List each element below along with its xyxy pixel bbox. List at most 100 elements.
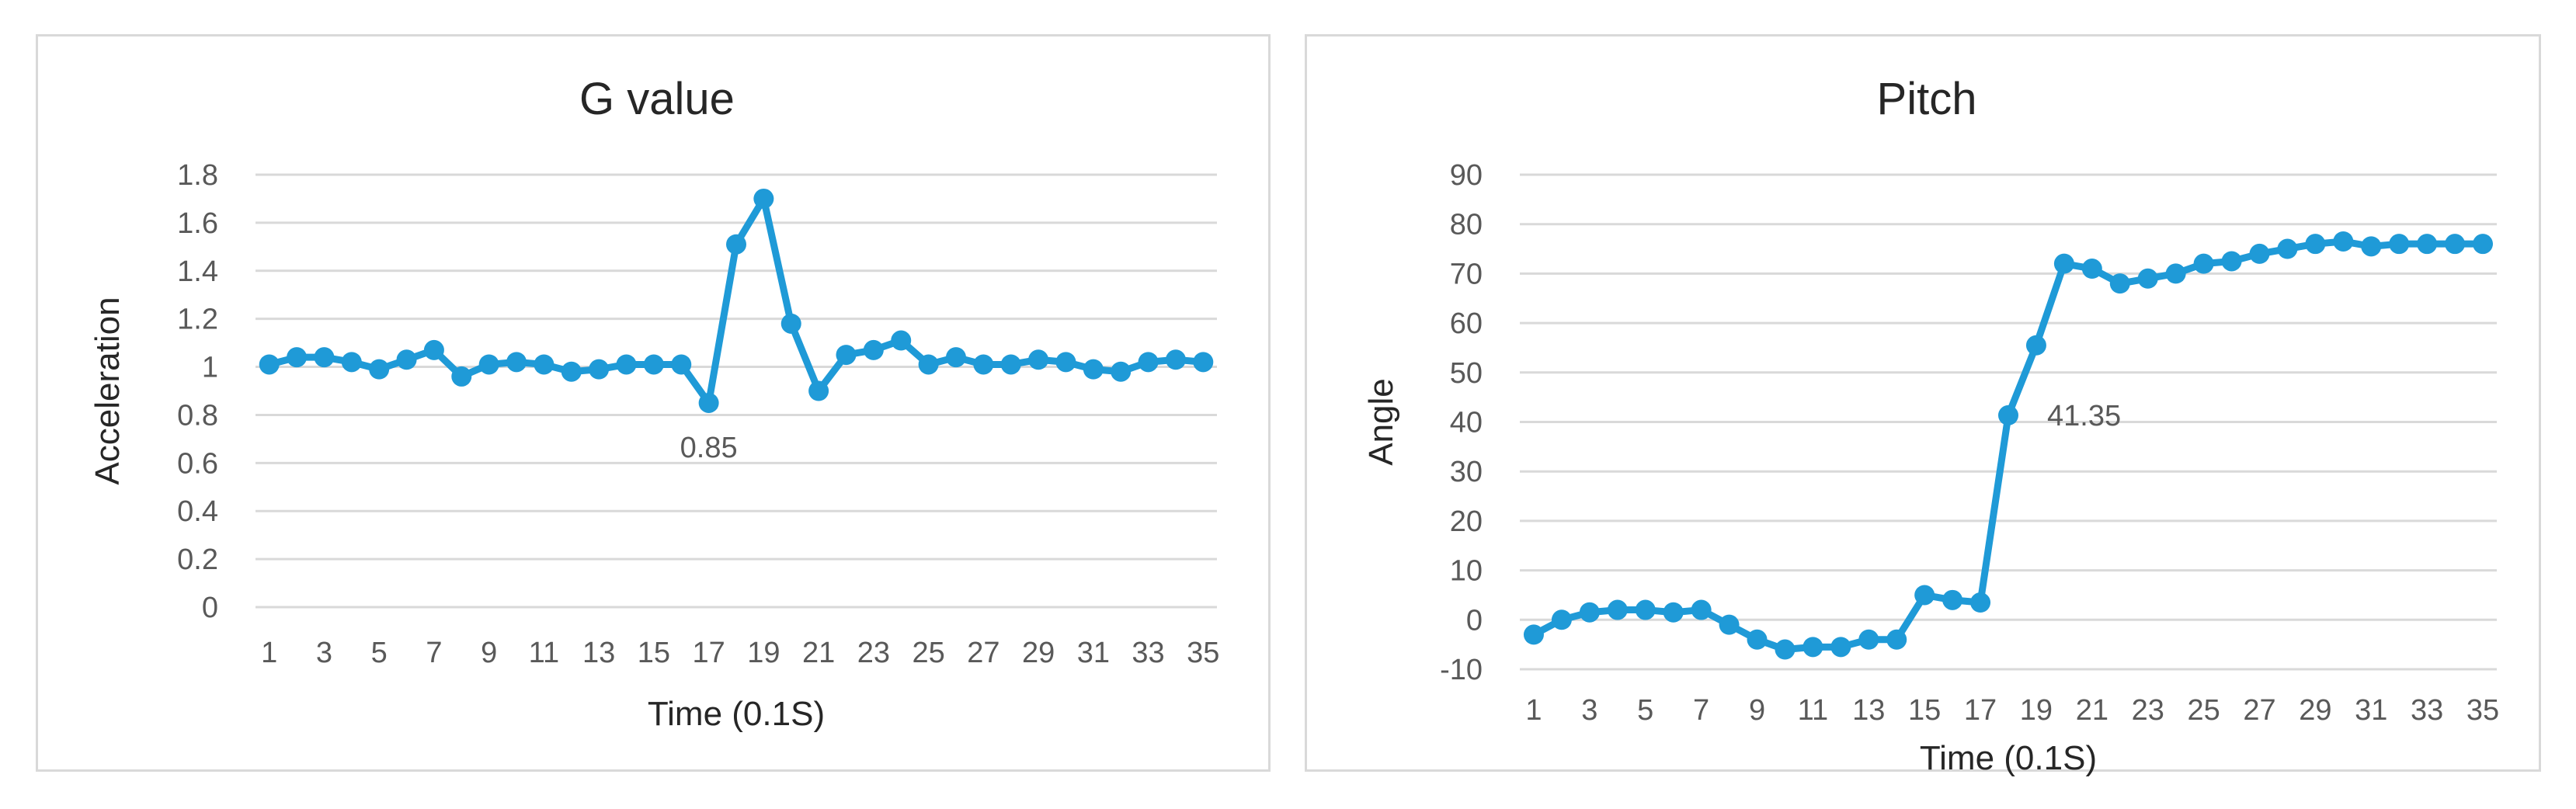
x-tick-label: 29 [2299,694,2331,727]
data-point [2249,243,2270,264]
x-tick-label: 31 [2355,694,2387,727]
x-tick-label: 17 [1964,694,1997,727]
data-point [1635,599,1656,620]
data-point [369,359,390,380]
x-tick-label: 3 [316,637,332,669]
x-tick-label: 21 [2076,694,2108,727]
data-point [643,354,664,375]
data-point [780,313,801,334]
data-label: 0.85 [680,432,738,464]
x-tick-label: 27 [2243,694,2275,727]
data-point [2305,234,2326,255]
data-point [2193,253,2214,274]
data-point [726,234,746,255]
x-tick-label: 1 [1525,694,1542,727]
y-tick-label: 0 [202,592,218,624]
y-tick-label: 50 [1450,357,1483,390]
data-point [1000,354,1021,375]
y-tick-label: 10 [1450,555,1483,588]
y-tick-label: 0 [1466,604,1483,637]
y-tick-label: 80 [1450,209,1483,241]
y-axis-title: Acceleration [89,297,127,484]
x-tick-label: 23 [857,637,890,669]
y-tick-label: 20 [1450,505,1483,538]
data-point [2445,234,2466,255]
data-point [287,347,308,368]
data-point [1914,585,1935,606]
x-tick-label: 7 [1693,694,1709,727]
data-point [1165,349,1186,370]
data-point [1055,352,1076,373]
x-axis-title: Time (0.1S) [648,695,825,733]
x-tick-label: 17 [692,637,725,669]
x-tick-label: 15 [1908,694,1941,727]
data-point [1083,359,1104,380]
x-tick-label: 1 [261,637,277,669]
data-point [753,188,774,209]
data-point [423,339,444,360]
chart-title: Pitch [1877,74,1977,124]
y-tick-label: 90 [1450,159,1483,192]
x-tick-label: 25 [2187,694,2220,727]
chart-title: G value [579,74,735,124]
data-point [2361,236,2382,257]
data-point [2137,268,2158,289]
data-point [1775,639,1796,660]
data-point [314,347,335,368]
x-tick-label: 33 [2411,694,2443,727]
data-point [1858,629,1879,650]
y-tick-label: 60 [1450,307,1483,340]
x-tick-label: 5 [1637,694,1653,727]
y-tick-label: 1.2 [177,304,218,336]
x-tick-label: 35 [2466,694,2499,727]
data-point [1523,624,1544,645]
x-tick-label: 9 [481,637,497,669]
data-point [2109,273,2130,294]
data-point [2221,251,2242,272]
data-point [1691,599,1712,620]
data-label: 41.35 [2047,400,2121,432]
x-tick-label: 31 [1077,637,1110,669]
y-tick-label: 0.6 [177,447,218,480]
x-tick-label: 15 [638,637,670,669]
data-point [561,361,582,382]
y-tick-label: 1.8 [177,159,218,192]
data-point [478,354,499,375]
y-tick-label: 40 [1450,407,1483,439]
y-tick-label: 0.8 [177,399,218,432]
x-tick-label: 11 [529,637,559,669]
x-tick-label: 27 [967,637,999,669]
data-point [616,354,637,375]
x-tick-label: 29 [1022,637,1055,669]
chart-panel-g-value: G value 0 0.2 0.4 0.6 0.8 1 1.2 1.4 1.6 1.8 1 3 5 7 9 11… [36,34,1271,772]
x-axis-title: Time (0.1S) [1920,739,2097,777]
data-point [506,352,527,373]
data-point [698,392,719,413]
data-point [2473,234,2494,255]
series-line [1530,238,2487,654]
x-tick-label: 3 [1581,694,1597,727]
data-point [2081,259,2102,280]
data-point [1111,361,1132,382]
x-tick-label: 9 [1749,694,1765,727]
data-point [1551,609,1572,630]
data-point [918,354,939,375]
y-axis-title: Angle [1362,378,1400,466]
x-tick-label: 11 [1798,694,1828,727]
x-tick-label: 13 [582,637,615,669]
y-tick-label: 1 [202,352,218,384]
data-point [2165,263,2186,284]
x-tick-label: 35 [1187,637,1219,669]
data-point [2025,335,2046,356]
data-point [1970,592,1991,613]
x-tick-label: 23 [2132,694,2164,727]
data-point [396,349,417,370]
data-point [2389,234,2410,255]
data-point [1193,352,1214,373]
y-tick-label: -10 [1440,654,1483,686]
series-line [266,195,1207,407]
y-tick-label: 0.2 [177,543,218,576]
data-point [1886,629,1907,650]
